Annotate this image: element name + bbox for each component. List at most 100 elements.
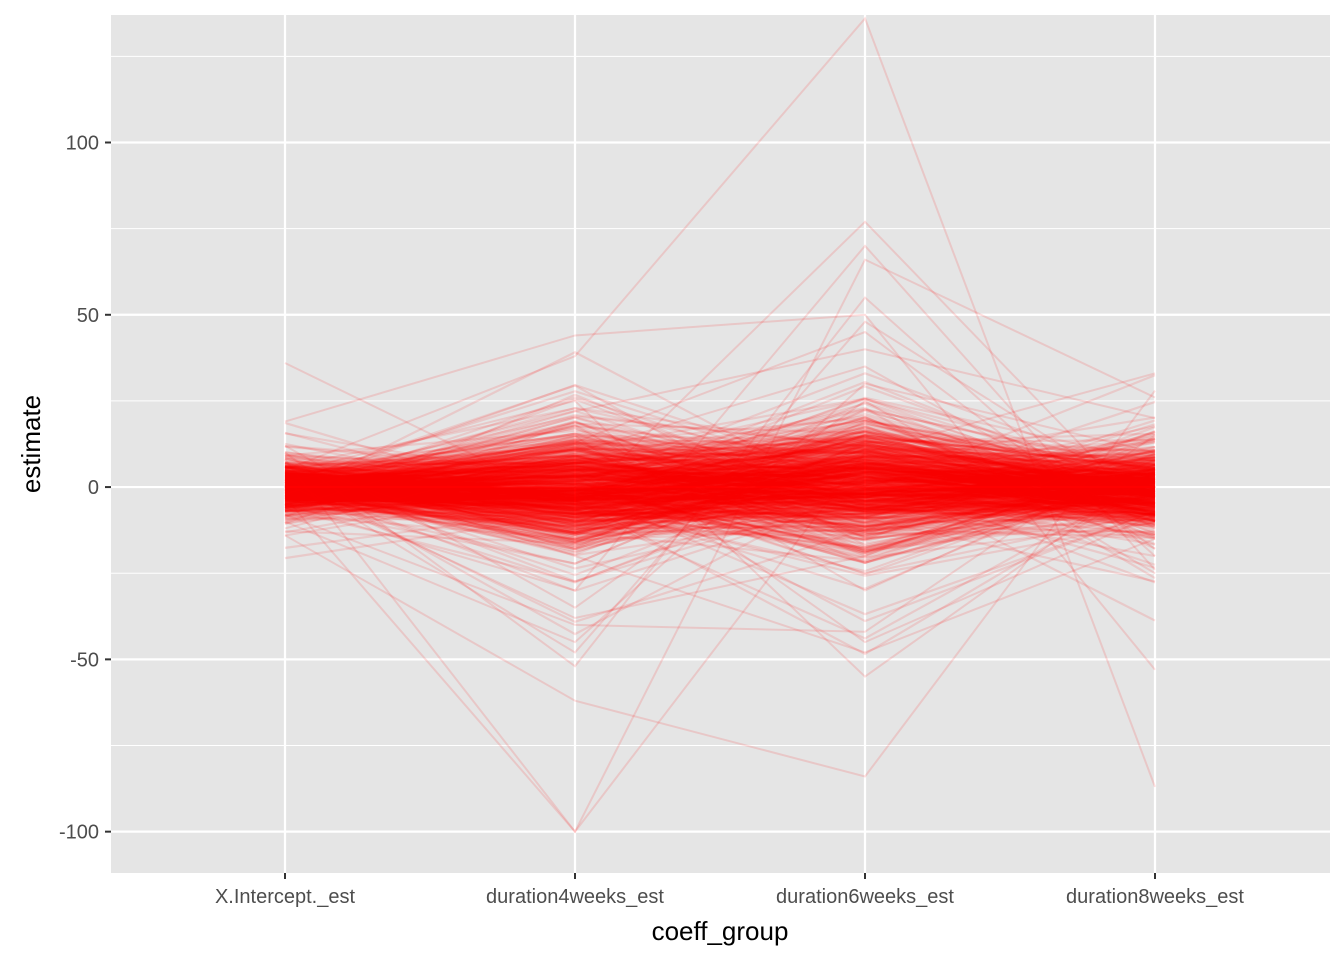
series-line [284,463,1156,543]
series-line [284,466,1156,502]
series-line [284,444,1156,510]
series-line [284,434,1156,518]
series-line [284,444,1156,519]
series-line [284,466,1156,488]
series-line [284,421,1156,502]
series-line [284,460,1156,505]
series-line [284,468,1156,492]
series-line [284,351,1156,506]
series-line [284,463,1156,495]
y-tick-label: 100 [66,132,99,154]
series-line [284,477,1156,524]
series-line [284,499,1156,523]
series-line [284,475,1156,527]
series-line [284,467,1156,541]
series-line [284,468,1156,501]
series-line [284,445,1156,505]
series-line [284,365,1156,530]
series-line [284,466,1156,531]
series-line [284,472,1156,516]
series-line [284,464,1156,506]
series-line [284,480,1156,529]
series-line [284,454,1156,517]
series-line [284,417,1156,499]
series-line [284,483,1156,507]
series-line [284,480,1156,512]
series-line [284,476,1156,521]
series-line [284,471,1156,534]
x-tick-label: X.Intercept._est [215,886,356,908]
series-line [284,416,1156,519]
series-line [284,487,1156,542]
series-line [284,465,1156,551]
series-line [284,467,1156,510]
series-line [284,476,1156,531]
series-line [284,447,1156,478]
series-line [284,467,1156,506]
series-line [284,474,1156,508]
series-line [284,461,1156,510]
series-line [284,458,1156,516]
series-line [284,454,1156,486]
series-line [284,454,1156,533]
series-line [284,474,1156,515]
series-line [284,445,1156,508]
series-line [284,482,1156,529]
series-line [284,476,1156,506]
series-line [284,439,1156,490]
series-line [284,473,1156,534]
series-line [284,468,1156,493]
series-line [284,466,1156,501]
series-line [284,470,1156,502]
series-line [284,470,1156,519]
series-line [284,458,1156,500]
series-line [284,435,1156,499]
series-line [284,489,1156,513]
series-line [284,436,1156,498]
series-line [284,474,1156,525]
series-line [284,472,1156,506]
series-line [284,464,1156,491]
series-line [284,393,1156,518]
series-line [284,454,1156,541]
series-line [284,450,1156,539]
series-line [284,478,1156,511]
minor-gridlines [111,55,1330,747]
series-line [284,485,1156,552]
series-line [284,472,1156,518]
series-line [284,481,1156,519]
series-line [284,467,1156,566]
series-line [284,467,1156,554]
series-line [284,456,1156,508]
series-line [284,489,1156,541]
y-tick-label: -50 [70,649,99,671]
series-line [284,450,1156,513]
y-tick-label: -100 [59,822,99,844]
series-line [284,480,1156,545]
series-line [284,458,1156,524]
series-line [284,416,1156,535]
series-line [284,447,1156,495]
series-line [284,470,1156,550]
series-line [284,469,1156,502]
series-line [284,463,1156,506]
series-line [284,434,1156,536]
major-gridlines [111,15,1330,873]
series-line [284,497,1156,528]
series-line [284,442,1156,476]
series-line [284,432,1156,505]
series-line [284,468,1156,532]
series-line [284,466,1156,503]
series-line [284,439,1156,480]
series-line [284,459,1156,512]
series-line [284,457,1156,516]
series-line [284,423,1156,592]
series-line [284,467,1156,498]
series-line [284,487,1156,507]
series-line [284,474,1156,496]
series-line [284,459,1156,507]
series-line [284,471,1156,536]
series-line [284,456,1156,510]
series-line [284,459,1156,514]
series-line [284,471,1156,498]
